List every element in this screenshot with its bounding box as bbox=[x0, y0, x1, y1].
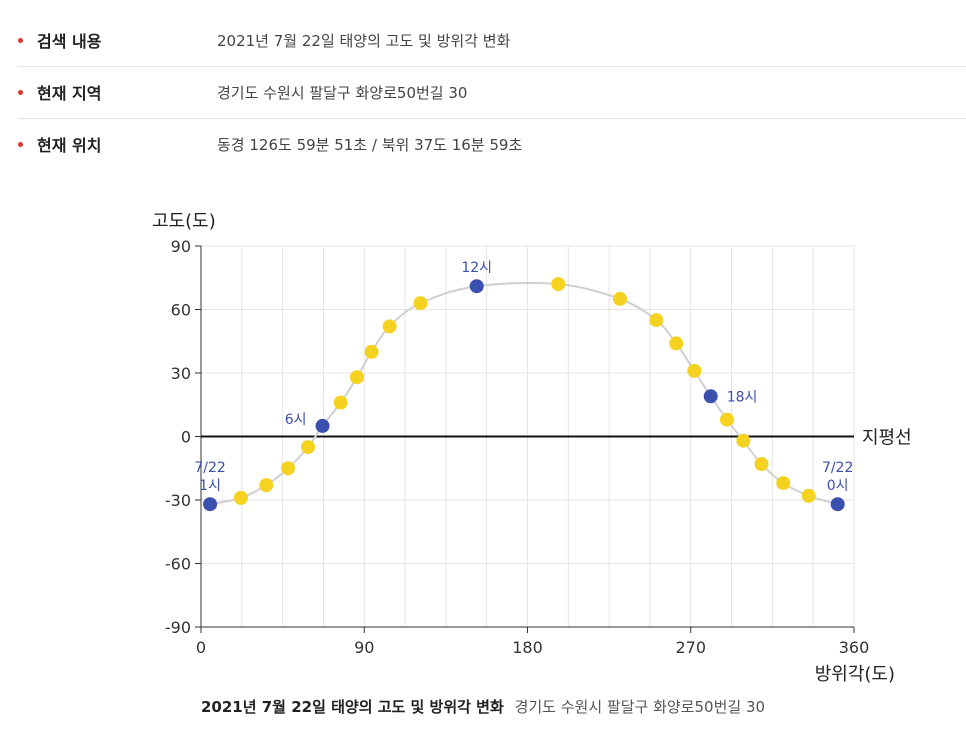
info-label: 현재 지역 bbox=[37, 84, 102, 103]
data-point bbox=[349, 370, 364, 385]
chart-caption: 2021년 7월 22일 태양의 고도 및 방위각 변화 경기도 수원시 팔달구… bbox=[0, 696, 966, 717]
data-point bbox=[233, 490, 248, 505]
y-tick-label: -30 bbox=[165, 491, 191, 510]
x-tick-label: 90 bbox=[354, 638, 374, 657]
y-tick-label: 0 bbox=[181, 428, 191, 447]
hour-marker-point bbox=[315, 418, 330, 433]
x-tick-label: 0 bbox=[196, 638, 206, 657]
data-point bbox=[281, 461, 296, 476]
data-point bbox=[754, 457, 769, 472]
info-label: 검색 내용 bbox=[37, 32, 102, 51]
y-tick-label: 60 bbox=[171, 301, 191, 320]
hour-label: 12시 bbox=[461, 260, 492, 276]
hour-marker-point bbox=[830, 497, 845, 512]
data-point bbox=[669, 336, 684, 351]
hour-label: 7/22 1시 bbox=[194, 460, 225, 494]
y-tick-label: -90 bbox=[165, 618, 191, 637]
info-value: 동경 126도 59분 51초 / 북위 37도 16분 59초 bbox=[217, 135, 523, 154]
data-point bbox=[720, 412, 735, 427]
info-row-search: 검색 내용 2021년 7월 22일 태양의 고도 및 방위각 변화 bbox=[18, 14, 966, 67]
data-point bbox=[613, 291, 628, 306]
data-point bbox=[382, 319, 397, 334]
data-point bbox=[333, 395, 348, 410]
x-tick-label: 360 bbox=[839, 638, 870, 657]
horizon-label: 지평선 bbox=[862, 428, 912, 449]
bullet-icon bbox=[18, 89, 23, 95]
data-point bbox=[301, 440, 316, 455]
hour-marker-point bbox=[469, 279, 484, 294]
bullet-icon bbox=[18, 37, 23, 43]
data-point bbox=[551, 277, 566, 292]
info-row-position: 현재 위치 동경 126도 59분 51초 / 북위 37도 16분 59초 bbox=[18, 118, 966, 170]
x-axis-title: 방위각(도) bbox=[815, 664, 895, 685]
data-point bbox=[413, 296, 428, 311]
info-label: 현재 위치 bbox=[37, 136, 102, 155]
caption-subtitle: 경기도 수원시 팔달구 화양로50번길 30 bbox=[514, 698, 766, 716]
hour-label: 6시 bbox=[285, 412, 307, 428]
y-tick-label: 30 bbox=[171, 364, 191, 383]
y-tick-label: 90 bbox=[171, 237, 191, 256]
data-point bbox=[259, 478, 274, 493]
y-tick-label: -60 bbox=[165, 555, 191, 574]
bullet-icon bbox=[18, 141, 23, 147]
x-tick-label: 180 bbox=[512, 638, 543, 657]
hour-label: 7/22 0시 bbox=[822, 460, 853, 494]
data-point bbox=[364, 344, 379, 359]
info-row-region: 현재 지역 경기도 수원시 팔달구 화양로50번길 30 bbox=[18, 66, 966, 119]
info-value: 2021년 7월 22일 태양의 고도 및 방위각 변화 bbox=[217, 31, 511, 50]
sun-path-chart: 90 60 30 0 -30 -60 -90 0 90 180 270 360 고도(도) 방위각(도) 지… bbox=[152, 211, 912, 685]
hour-marker-point bbox=[203, 497, 218, 512]
info-value: 경기도 수원시 팔달구 화양로50번길 30 bbox=[217, 83, 468, 102]
data-point bbox=[649, 313, 664, 328]
data-point bbox=[776, 476, 791, 491]
x-tick-label: 270 bbox=[675, 638, 706, 657]
y-axis-title: 고도(도) bbox=[152, 211, 216, 232]
data-point bbox=[687, 363, 702, 378]
hour-label: 18시 bbox=[727, 389, 758, 405]
data-point bbox=[736, 433, 751, 448]
data-point bbox=[801, 488, 816, 503]
hour-marker-point bbox=[703, 389, 718, 404]
caption-title: 2021년 7월 22일 태양의 고도 및 방위각 변화 bbox=[200, 698, 504, 716]
